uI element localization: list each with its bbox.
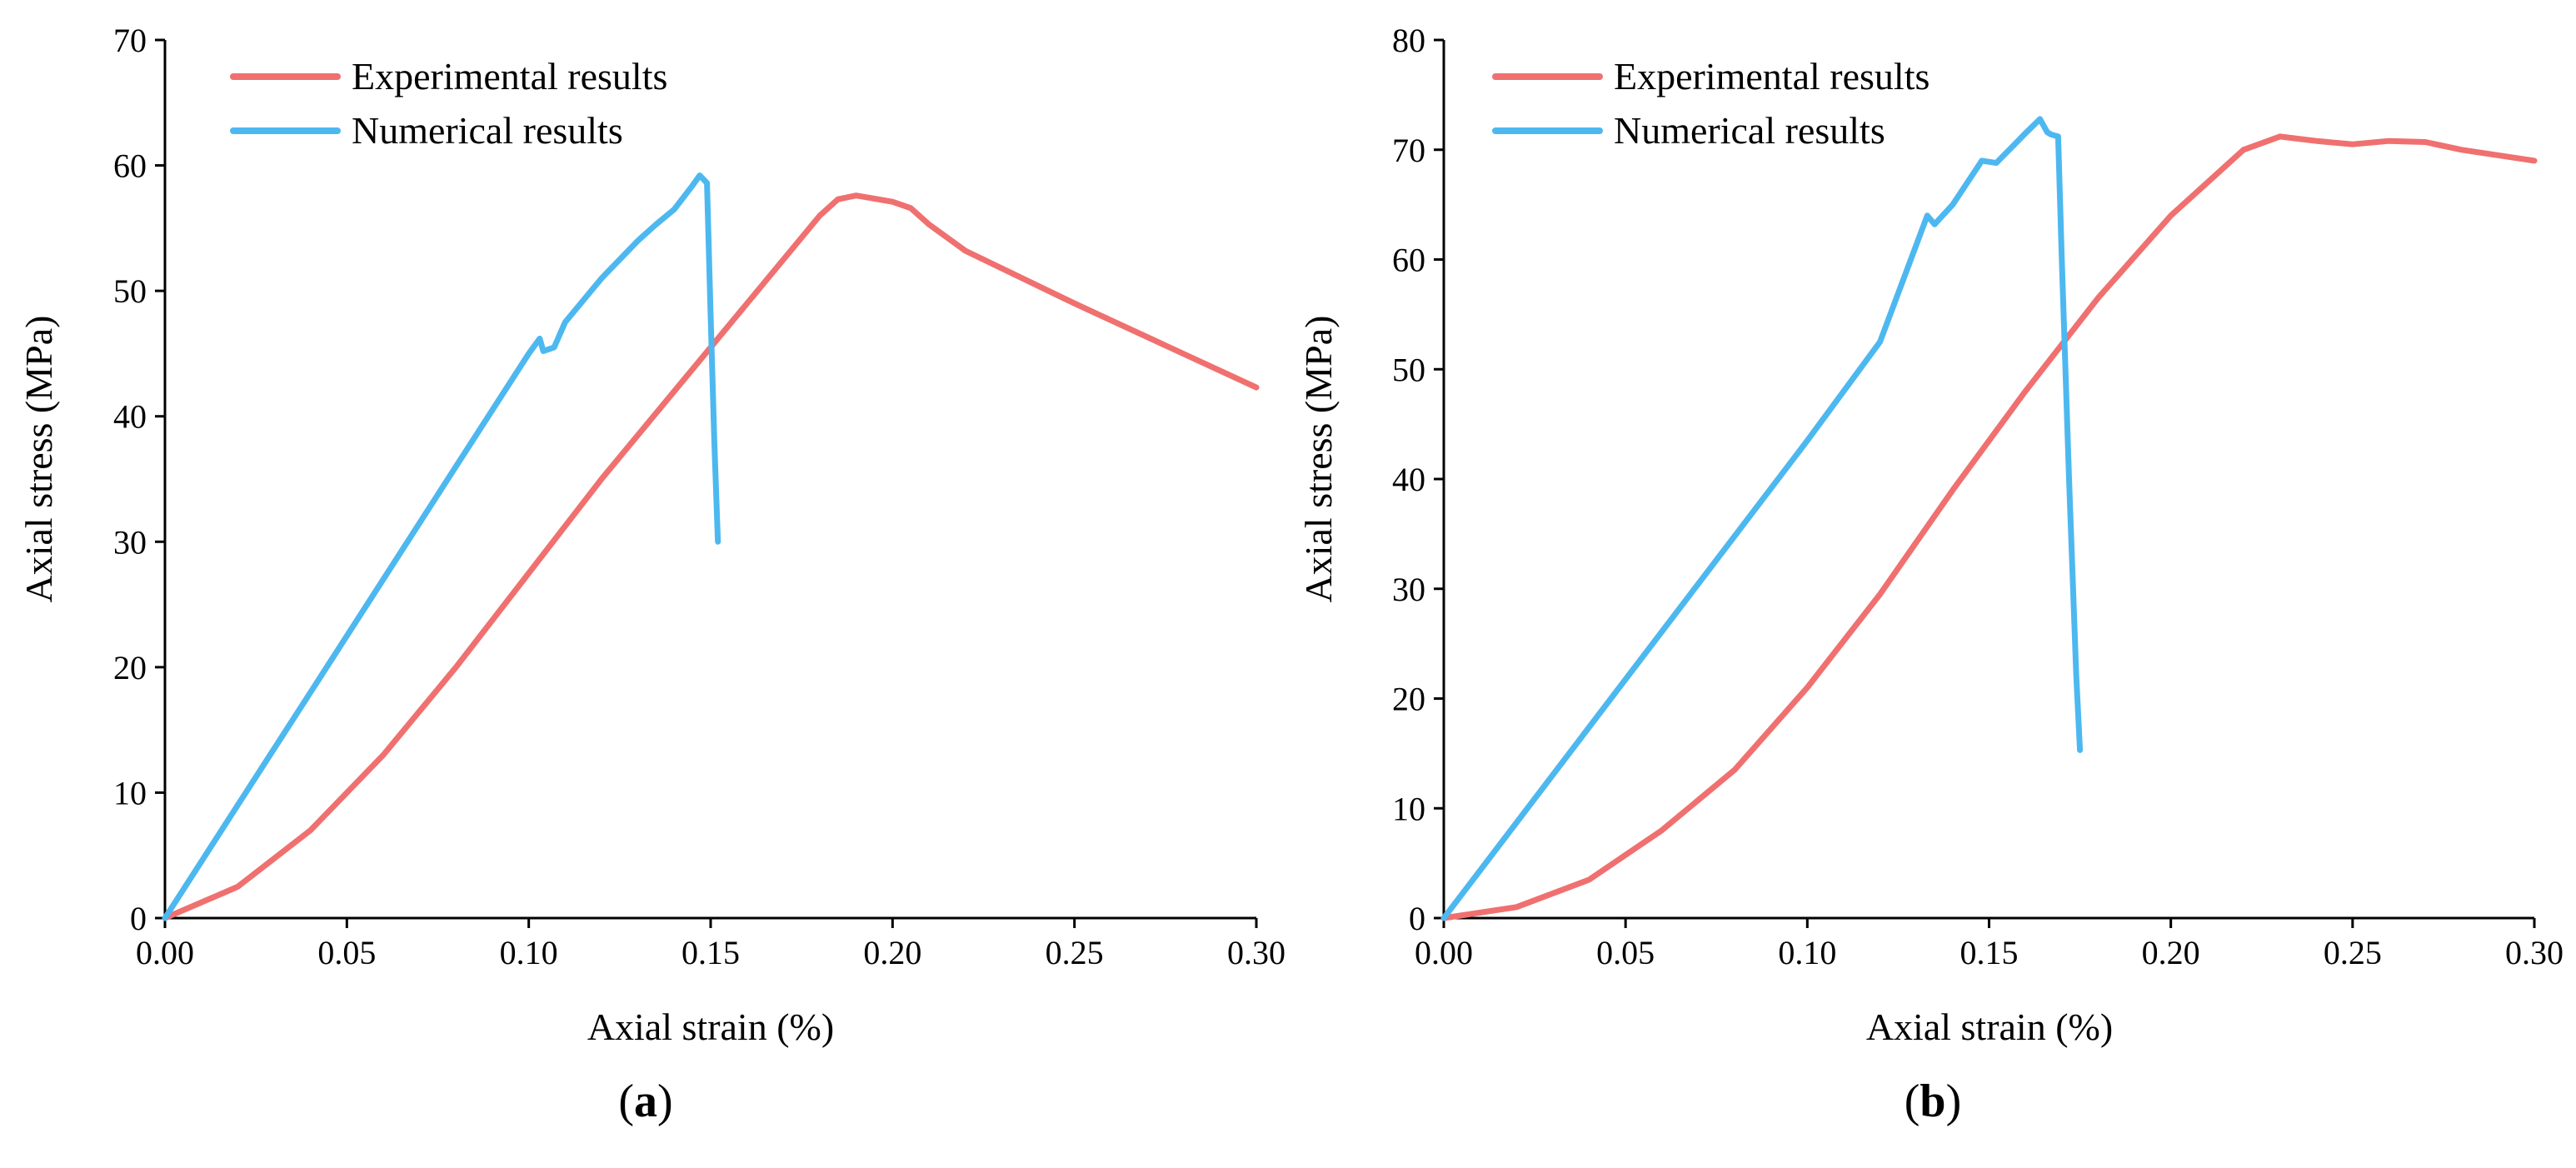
x-tick-label-a: 0.25 [1046, 934, 1104, 971]
chart-panel-a: 0 10 20 30 40 50 60 70 0.00 0.05 0.10 0.15 0.20 0.25 0… [17, 22, 1286, 1127]
x-tick-label-b: 0.15 [1960, 934, 2019, 971]
experimental-series-line-b [1440, 133, 2538, 921]
x-tick-label-a: 0.00 [136, 934, 194, 971]
y-tick-label-b: 80 [1392, 22, 1425, 59]
numerical-series-line-b [1440, 116, 2084, 921]
numerical-series-line-a [162, 172, 721, 921]
x-axis-title-b: Axial strain (%) [1866, 1006, 2113, 1048]
x-tick-label-b: 0.10 [1778, 934, 1836, 971]
x-tick-label-b: 0.25 [2324, 934, 2382, 971]
legend-label-b: Numerical results [1614, 109, 1885, 152]
x-tick-label-a: 0.15 [681, 934, 740, 971]
legend-a: Experimental results Numerical results [230, 55, 667, 152]
y-tick-label-b: 50 [1392, 351, 1425, 388]
y-axis-title-a: Axial stress (MPa) [17, 316, 60, 603]
y-tick-label-a: 50 [113, 272, 147, 310]
legend-label-b: Experimental results [1614, 55, 1930, 97]
y-tick-label-b: 40 [1392, 461, 1425, 498]
y-tick-label-a: 40 [113, 398, 147, 436]
x-tick-label-b: 0.00 [1415, 934, 1473, 971]
y-tick-label-a: 30 [113, 523, 147, 561]
y-tick-label-b: 70 [1392, 132, 1425, 169]
panel-label-b: (b) [1905, 1076, 1961, 1127]
y-tick-label-a: 20 [113, 649, 147, 686]
x-tick-label-b: 0.20 [2142, 934, 2200, 971]
y-tick-label-b: 10 [1392, 790, 1425, 827]
x-tick-label-a: 0.10 [500, 934, 558, 971]
legend-b: Experimental results Numerical results [1492, 55, 1930, 152]
y-axis-title-b: Axial stress (MPa) [1297, 316, 1340, 603]
experimental-series-line-a [162, 192, 1260, 921]
x-tick-label-a: 0.30 [1227, 934, 1286, 971]
y-tick-label-a: 70 [113, 22, 147, 59]
x-tick-label-a: 0.05 [317, 934, 376, 971]
y-tick-label-a: 60 [113, 147, 147, 185]
x-tick-label-b: 0.05 [1596, 934, 1655, 971]
x-axis-title-a: Axial strain (%) [587, 1006, 834, 1048]
x-tick-label-b: 0.30 [2505, 934, 2564, 971]
y-tick-label-b: 30 [1392, 571, 1425, 608]
legend-label-a: Experimental results [352, 55, 667, 97]
y-tick-label-b: 60 [1392, 242, 1425, 279]
panel-label-a: (a) [618, 1076, 672, 1127]
y-tick-label-b: 20 [1392, 681, 1425, 718]
y-tick-label-b: 0 [1409, 900, 1425, 937]
chart-panel-b: 0 10 20 30 40 50 60 70 80 0.00 0.05 0.10 0.15 0.20 0.2… [1297, 22, 2564, 1127]
legend-label-a: Numerical results [352, 109, 623, 152]
x-tick-label-a: 0.20 [863, 934, 921, 971]
y-tick-label-a: 10 [113, 774, 147, 811]
y-tick-label-a: 0 [130, 900, 147, 937]
